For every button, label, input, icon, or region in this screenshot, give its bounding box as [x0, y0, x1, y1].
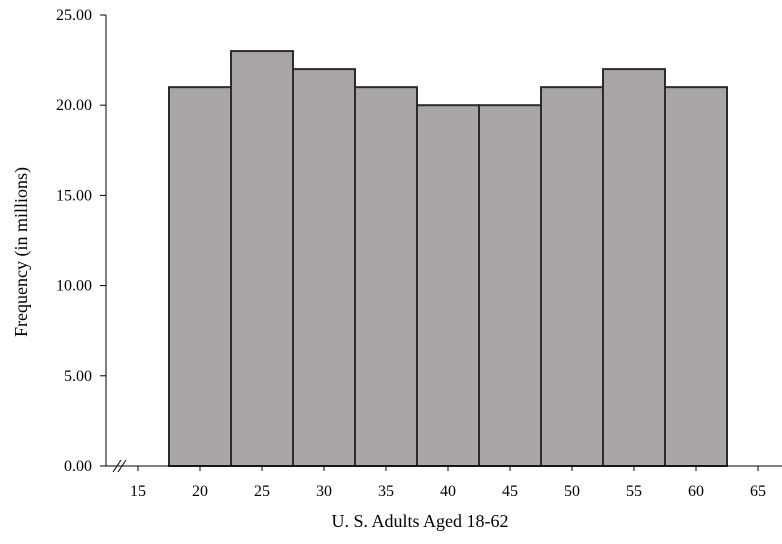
x-tick-label: 35: [378, 483, 394, 500]
x-ticks-group: 15 20 25 30 35 40 45 50 55 60 65: [130, 466, 766, 500]
y-tick-label: 15.00: [56, 187, 92, 204]
y-ticks-group: 0.00 5.00 10.00 15.00 20.00 25.00: [56, 7, 106, 475]
y-tick-label: 0.00: [64, 458, 92, 475]
bar-55: [603, 69, 665, 466]
x-tick-label: 25: [254, 483, 270, 500]
bar-20: [169, 87, 231, 466]
x-tick-label: 20: [192, 483, 208, 500]
x-tick-label: 55: [626, 483, 642, 500]
bar-30: [293, 69, 355, 466]
y-tick-label: 25.00: [56, 7, 92, 24]
x-tick-label: 65: [750, 483, 766, 500]
x-tick-label: 50: [564, 483, 580, 500]
bar-45: [479, 105, 541, 466]
x-tick-label: 40: [440, 483, 456, 500]
y-axis-title: Frequency (in millions): [11, 167, 32, 337]
bar-50: [541, 87, 603, 466]
x-tick-label: 45: [502, 483, 518, 500]
x-tick-label: 60: [688, 483, 704, 500]
bars-group: [169, 51, 727, 466]
bar-60: [665, 87, 727, 466]
y-tick-label: 20.00: [56, 97, 92, 114]
y-tick-label: 10.00: [56, 278, 92, 295]
x-axis-title: U. S. Adults Aged 18-62: [331, 511, 508, 531]
bar-40: [417, 105, 479, 466]
bar-35: [355, 87, 417, 466]
x-tick-label: 15: [130, 483, 146, 500]
x-tick-label: 30: [316, 483, 332, 500]
bar-25: [231, 51, 293, 466]
y-tick-label: 5.00: [64, 368, 92, 385]
